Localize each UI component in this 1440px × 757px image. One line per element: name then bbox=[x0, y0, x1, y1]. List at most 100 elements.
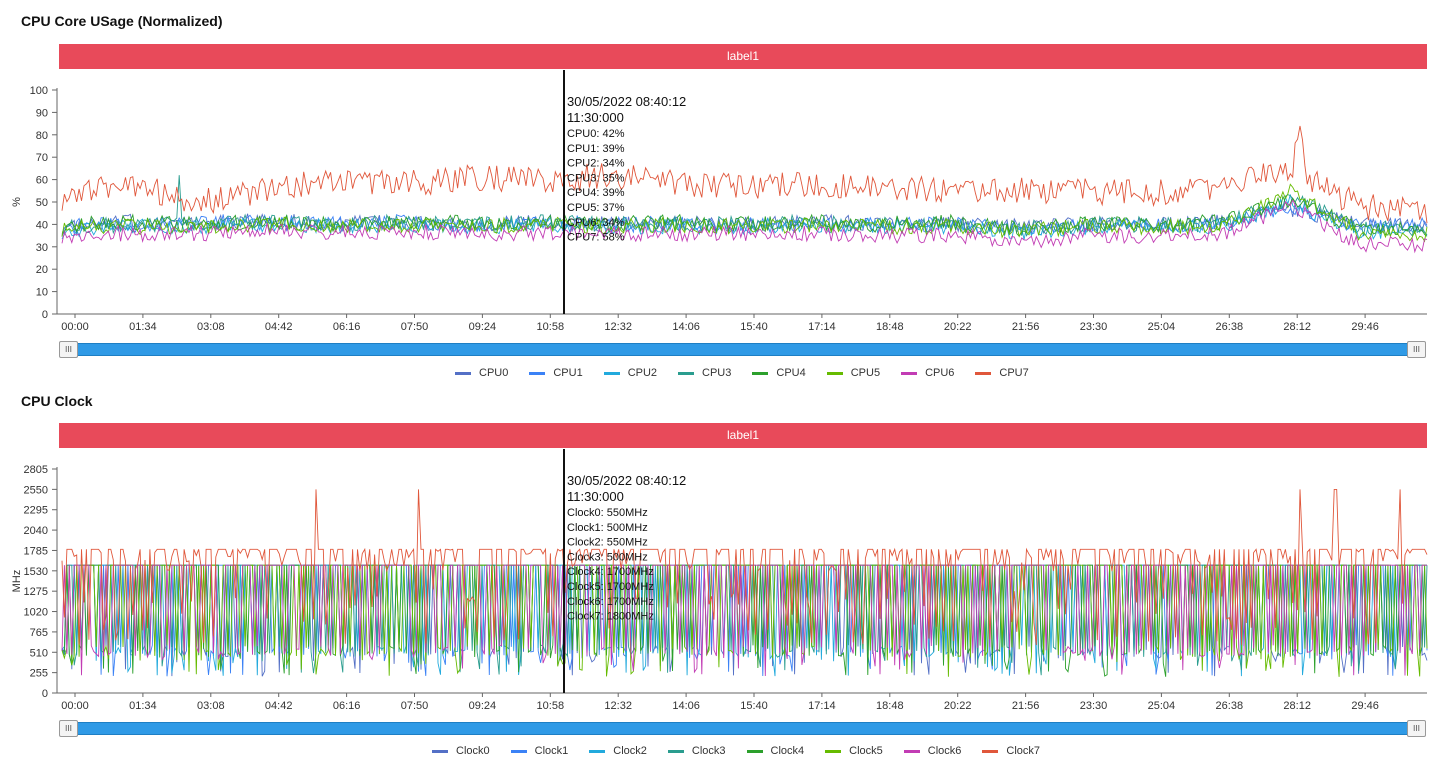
x-tick-label: 04:42 bbox=[265, 700, 293, 711]
x-tick-label: 06:16 bbox=[333, 700, 361, 711]
x-tick-label: 12:32 bbox=[604, 700, 632, 711]
x-tick-label: 06:16 bbox=[333, 321, 361, 332]
legend-swatch bbox=[903, 749, 920, 753]
legend-label: CPU4 bbox=[776, 367, 806, 379]
y-tick-label: 10 bbox=[36, 287, 48, 299]
y-tick-label: 255 bbox=[30, 668, 48, 680]
chart1-zoom-slider[interactable] bbox=[63, 343, 1423, 356]
y-tick-label: 70 bbox=[36, 152, 48, 164]
series-line-cpu4 bbox=[62, 195, 1428, 238]
y-tick-label: 20 bbox=[36, 264, 48, 276]
tooltip-value: Clock5: 1700MHz bbox=[567, 581, 654, 593]
chart2-legend: Clock0 Clock1 Clock2 Clock3 Clock4 Clock5 Cloc… bbox=[432, 745, 1061, 757]
x-tick-label: 12:32 bbox=[604, 321, 632, 332]
chart2-title: CPU Clock bbox=[21, 393, 93, 409]
y-tick-label: 510 bbox=[30, 647, 48, 659]
x-tick-label: 01:34 bbox=[129, 700, 157, 711]
tooltip-value: CPU0: 42% bbox=[567, 128, 625, 140]
x-tick-label: 20:22 bbox=[944, 700, 972, 711]
legend-label: CPU5 bbox=[850, 367, 881, 379]
chart2-slider-right-handle[interactable]: III bbox=[1407, 720, 1426, 737]
x-tick-label: 18:48 bbox=[876, 700, 904, 711]
tooltip-value: CPU5: 37% bbox=[567, 202, 625, 214]
y-tick-label: 1530 bbox=[24, 566, 48, 578]
legend-item-cpu3[interactable]: CPU3 bbox=[678, 367, 731, 379]
x-tick-label: 09:24 bbox=[469, 321, 497, 332]
y-tick-label: 765 bbox=[30, 627, 48, 639]
x-tick-label: 01:34 bbox=[129, 321, 157, 332]
legend-label: Clock2 bbox=[613, 745, 647, 757]
cpu-clock-chart: 0 255 510 765 1020 1275 1530 1785 2040 2295 2550 28… bbox=[11, 449, 1428, 711]
legend-item-cpu5[interactable]: CPU5 bbox=[826, 367, 881, 379]
series-line-clock7 bbox=[61, 488, 1428, 646]
chart1-slider-right-handle[interactable]: III bbox=[1407, 341, 1426, 358]
legend-item-cpu0[interactable]: CPU0 bbox=[455, 367, 508, 379]
legend-item-cpu6[interactable]: CPU6 bbox=[901, 367, 954, 379]
x-tick-label: 10:58 bbox=[537, 700, 565, 711]
legend-label: Clock4 bbox=[770, 745, 805, 757]
y-tick-label: 2040 bbox=[24, 525, 48, 537]
legend-item-clock6[interactable]: Clock6 bbox=[903, 745, 962, 757]
legend-item-cpu4[interactable]: CPU4 bbox=[752, 367, 806, 379]
x-tick-label: 14:06 bbox=[672, 700, 700, 711]
tooltip-value: CPU2: 34% bbox=[567, 158, 625, 170]
legend-item-clock5[interactable]: Clock5 bbox=[825, 745, 883, 757]
legend-label: Clock6 bbox=[927, 745, 962, 757]
chart2-zoom-slider[interactable] bbox=[63, 722, 1423, 735]
x-tick-label: 17:14 bbox=[808, 700, 836, 711]
chart1-label-band[interactable]: label1 bbox=[59, 44, 1427, 69]
legend-swatch bbox=[667, 749, 684, 753]
x-tick-label: 25:04 bbox=[1148, 321, 1176, 332]
legend-item-clock7[interactable]: Clock7 bbox=[982, 745, 1040, 757]
y-tick-label: 50 bbox=[36, 197, 48, 209]
tooltip-time: 11:30:000 bbox=[567, 489, 624, 504]
y-tick-label: 1785 bbox=[24, 545, 48, 557]
legend-item-cpu7[interactable]: CPU7 bbox=[975, 367, 1029, 379]
legend-label: CPU7 bbox=[999, 367, 1029, 379]
x-tick-label: 14:06 bbox=[672, 321, 700, 332]
tooltip-value: Clock3: 500MHz bbox=[567, 551, 648, 563]
legend-swatch bbox=[510, 749, 527, 753]
series-line-cpu6 bbox=[61, 199, 1428, 254]
x-tick-label: 21:56 bbox=[1012, 321, 1040, 332]
legend-item-cpu1[interactable]: CPU1 bbox=[529, 367, 583, 379]
y-tick-label: 0 bbox=[42, 309, 48, 321]
legend-item-clock3[interactable]: Clock3 bbox=[667, 745, 726, 757]
tooltip-value: Clock2: 550MHz bbox=[567, 537, 648, 549]
tooltip-value: Clock0: 550MHz bbox=[567, 507, 648, 519]
y-tick-label: 1275 bbox=[24, 586, 48, 598]
legend-swatch bbox=[752, 371, 769, 375]
legend-label: CPU6 bbox=[925, 367, 955, 379]
tooltip-datetime: 30/05/2022 08:40:12 bbox=[567, 473, 686, 488]
legend-item-clock2[interactable]: Clock2 bbox=[589, 745, 647, 757]
x-tick-label: 29:46 bbox=[1351, 321, 1379, 332]
x-tick-label: 07:50 bbox=[401, 321, 429, 332]
legend-swatch bbox=[432, 749, 448, 753]
legend-item-clock1[interactable]: Clock1 bbox=[510, 745, 568, 757]
chart1-legend: CPU0 CPU1 CPU2 CPU3 CPU4 CPU5 CPU6 CPU7 bbox=[455, 367, 1050, 379]
y-tick-label: 80 bbox=[36, 130, 48, 142]
legend-label: CPU1 bbox=[553, 367, 583, 379]
chart1-title: CPU Core USage (Normalized) bbox=[21, 13, 223, 29]
x-tick-label: 26:38 bbox=[1216, 700, 1244, 711]
chart2-slider-left-handle[interactable]: III bbox=[59, 720, 78, 737]
legend-swatch bbox=[589, 749, 606, 753]
chart1-slider-left-handle[interactable]: III bbox=[59, 341, 78, 358]
x-tick-label: 04:42 bbox=[265, 321, 293, 332]
legend-item-cpu2[interactable]: CPU2 bbox=[603, 367, 657, 379]
series-line-clock6 bbox=[61, 564, 1427, 677]
series-line-cpu2 bbox=[61, 194, 1428, 240]
x-tick-label: 07:50 bbox=[401, 700, 429, 711]
tooltip-value: Clock4: 1700MHz bbox=[567, 566, 654, 578]
x-tick-label: 03:08 bbox=[197, 700, 225, 711]
chart2-label-band[interactable]: label1 bbox=[59, 423, 1427, 448]
x-tick-label: 15:40 bbox=[740, 700, 768, 711]
x-tick-label: 28:12 bbox=[1283, 700, 1311, 711]
y-tick-label: 30 bbox=[36, 242, 48, 254]
tooltip-value: CPU6: 34% bbox=[567, 217, 625, 229]
legend-item-clock4[interactable]: Clock4 bbox=[746, 745, 805, 757]
x-tick-label: 20:22 bbox=[944, 321, 972, 332]
y-axis-label: % bbox=[11, 197, 23, 207]
legend-item-clock0[interactable]: Clock0 bbox=[432, 745, 490, 757]
y-tick-label: 1020 bbox=[24, 607, 48, 619]
